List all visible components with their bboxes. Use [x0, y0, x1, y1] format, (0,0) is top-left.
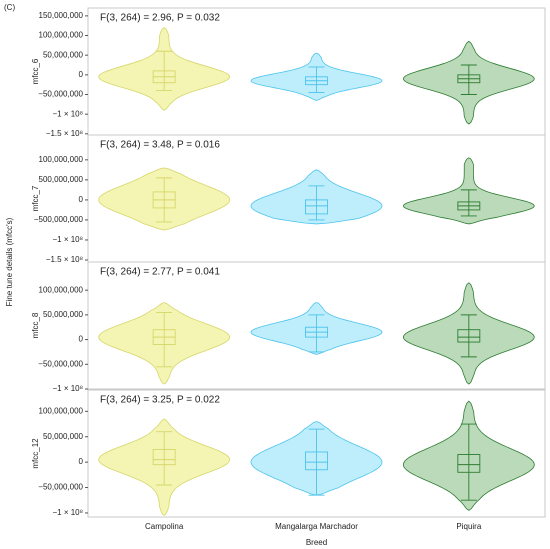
- y-tick-label: 100,000,000: [39, 31, 84, 40]
- box: [457, 329, 481, 343]
- box: [305, 451, 328, 471]
- y-tick-label: −1.5 × 10⁸: [46, 255, 83, 264]
- box: [457, 454, 481, 473]
- x-tick-label: Mangalarga Marchador: [275, 522, 358, 531]
- box: [152, 448, 176, 466]
- panel-frame: [87, 261, 546, 390]
- y-tick-label: 50,000,000: [43, 310, 84, 319]
- panel-frame: [87, 389, 546, 518]
- y-tick-label: 100,000,000: [39, 406, 84, 415]
- y-tick-label: −1 × 10⁸: [52, 384, 83, 393]
- y-tick-label: −50,000,000: [38, 90, 83, 99]
- y-tick-label: 50,000,000: [43, 50, 84, 59]
- y-tick-label: 500,000,000: [39, 175, 84, 184]
- y-tick-label: −500,000,000: [34, 215, 84, 224]
- y-tick-label: −1 × 10⁸: [52, 508, 83, 517]
- annotation: F(3, 264) = 2.77, P = 0.041: [100, 267, 220, 278]
- x-tick-label: Campolina: [145, 522, 184, 531]
- y-tick-label: 100,000,000: [39, 285, 84, 294]
- y-axis-label: Fine tune details (mfcc's): [5, 217, 14, 306]
- y-tick-label: −1 × 10⁸: [52, 235, 83, 244]
- y-tick-label: 0: [79, 335, 84, 344]
- y-tick-label: 50,000,000: [43, 432, 84, 441]
- panel-y-label: mfcc_6: [31, 58, 40, 84]
- y-tick-label: 150,000,000: [39, 11, 84, 20]
- y-tick-label: −1.5 × 10⁸: [46, 129, 83, 138]
- panel-y-label: mfcc_8: [31, 312, 40, 338]
- y-tick-label: 100,000,000: [39, 155, 84, 164]
- y-tick-label: 0: [79, 195, 84, 204]
- panel-y-label: mfcc_12: [31, 438, 40, 469]
- y-tick-label: −50,000,000: [38, 359, 83, 368]
- y-tick-label: −1 × 10⁸: [52, 109, 83, 118]
- y-tick-label: 0: [79, 457, 84, 466]
- panel-label: (C): [4, 3, 15, 12]
- x-tick-label: Piquira: [456, 522, 481, 531]
- annotation: F(3, 264) = 3.48, P = 0.016: [100, 140, 220, 151]
- box: [305, 199, 328, 215]
- x-axis-label: Breed: [306, 538, 327, 547]
- y-tick-label: −50,000,000: [38, 483, 83, 492]
- panel-y-label: mfcc_7: [31, 185, 40, 211]
- y-tick-label: 0: [79, 70, 84, 79]
- annotation: F(3, 264) = 3.25, P = 0.022: [100, 395, 220, 406]
- annotation: F(3, 264) = 2.96, P = 0.032: [100, 13, 220, 24]
